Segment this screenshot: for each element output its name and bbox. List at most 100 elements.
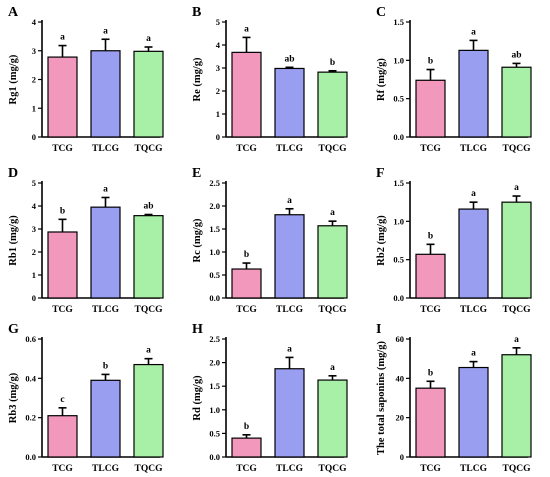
x-tick-label: TCG xyxy=(52,305,73,315)
y-tick-label: 40 xyxy=(396,373,405,383)
significance-label: a xyxy=(60,33,65,43)
y-tick-label: 1.0 xyxy=(393,216,404,226)
x-tick-label: TQCG xyxy=(503,144,532,154)
significance-label: a xyxy=(330,363,335,373)
x-tick-label: TLCG xyxy=(460,144,488,154)
bar-tqcg xyxy=(317,379,348,458)
x-tick-label: TCG xyxy=(52,464,73,474)
bar-tcg xyxy=(415,253,446,299)
significance-label: b xyxy=(244,250,249,260)
bar-tlcg xyxy=(274,67,305,138)
y-axis-label: Rb1 (mg/g) xyxy=(8,215,19,266)
y-tick-label: 1.5 xyxy=(209,224,220,234)
bar-tqcg xyxy=(133,50,164,138)
x-tick-label: TQCG xyxy=(135,144,164,154)
y-tick-label: 2 xyxy=(32,247,36,257)
significance-label: a xyxy=(287,344,292,354)
y-tick-label: 0.5 xyxy=(209,428,220,438)
significance-label: a xyxy=(287,196,292,206)
y-tick-label: 1.0 xyxy=(209,247,220,257)
y-tick-label: 0.2 xyxy=(25,413,36,423)
y-tick-label: 1.5 xyxy=(393,178,404,188)
significance-label: a xyxy=(471,189,476,199)
significance-label: ab xyxy=(511,50,521,60)
y-tick-label: 0 xyxy=(400,452,404,462)
y-tick-label: 5 xyxy=(216,17,220,27)
x-tick-label: TCG xyxy=(420,305,441,315)
y-axis-label: The total saponins (mg/g) xyxy=(376,340,387,455)
y-axis-label: Rb2 (mg/g) xyxy=(376,215,387,266)
bar-tlcg xyxy=(274,368,305,458)
y-tick-label: 0.5 xyxy=(209,270,220,280)
x-tick-label: TQCG xyxy=(135,305,164,315)
panel-letter: I xyxy=(376,322,381,337)
x-tick-label: TQCG xyxy=(503,464,532,474)
significance-label: ab xyxy=(284,54,294,64)
x-tick-label: TCG xyxy=(236,144,257,154)
bar-tlcg xyxy=(458,208,489,299)
x-tick-label: TQCG xyxy=(319,305,348,315)
panel-h: H Rd (mg/g) 0.0 0.5 1.0 1.5 2.0 2.5 b TCG a TLCG a TQ… xyxy=(192,322,348,474)
bar-tcg xyxy=(47,415,78,458)
bar-tqcg xyxy=(501,201,532,299)
significance-label: b xyxy=(428,368,433,378)
x-tick-label: TLCG xyxy=(460,305,488,315)
bar-tqcg xyxy=(133,363,164,458)
y-tick-label: 0.0 xyxy=(25,452,36,462)
bar-tlcg xyxy=(458,366,489,458)
y-tick-label: 5 xyxy=(32,178,36,188)
x-tick-label: TLCG xyxy=(92,144,120,154)
significance-label: c xyxy=(60,395,64,405)
y-axis-label: Re (mg/g) xyxy=(192,57,203,102)
bar-tqcg xyxy=(501,354,532,458)
y-tick-label: 2.0 xyxy=(209,201,220,211)
y-tick-label: 0.5 xyxy=(393,94,404,104)
significance-label: a xyxy=(330,208,335,218)
bar-tlcg xyxy=(458,49,489,138)
bar-tcg xyxy=(231,51,262,138)
panel-f: F Rb2 (mg/g) 0.0 0.5 1.0 1.5 b TCG a TLCG a TQCG xyxy=(376,166,532,315)
x-tick-label: TCG xyxy=(420,144,441,154)
y-tick-label: 20 xyxy=(396,413,405,423)
bar-tqcg xyxy=(317,225,348,299)
x-tick-label: TLCG xyxy=(276,144,304,154)
panel-i: I The total saponins (mg/g) 0 20 40 60 b TCG a TL… xyxy=(376,322,532,474)
y-tick-label: 0.5 xyxy=(393,255,404,265)
bar-tcg xyxy=(47,231,78,299)
significance-label: b xyxy=(244,422,249,432)
bar-tlcg xyxy=(90,50,121,138)
significance-label: b xyxy=(428,231,433,241)
y-tick-label: 2.5 xyxy=(209,178,220,188)
panel-b: B Re (mg/g) 0 1 2 3 4 5 a TCG ab TLCG b TQCG xyxy=(192,5,348,154)
y-tick-label: 0.0 xyxy=(393,293,404,303)
panel-letter: H xyxy=(192,322,203,337)
panel-a: A Rg1 (mg/g) 0 1 2 3 4 a TCG a TLCG a TQCG xyxy=(8,5,164,154)
x-tick-label: TQCG xyxy=(319,144,348,154)
y-tick-label: 0.0 xyxy=(393,132,404,142)
panel-letter: A xyxy=(8,5,19,20)
panel-letter: E xyxy=(192,166,201,181)
bar-tcg xyxy=(415,387,446,458)
x-tick-label: TLCG xyxy=(460,464,488,474)
y-tick-label: 0.6 xyxy=(25,334,36,344)
panel-letter: C xyxy=(376,5,386,20)
y-tick-label: 0.0 xyxy=(209,452,220,462)
significance-label: b xyxy=(60,206,65,216)
significance-label: a xyxy=(244,24,249,34)
x-tick-label: TCG xyxy=(236,464,257,474)
significance-label: b xyxy=(103,361,108,371)
panel-letter: F xyxy=(376,166,385,181)
bar-tlcg xyxy=(274,214,305,299)
bar-tqcg xyxy=(133,215,164,299)
y-tick-label: 3 xyxy=(32,46,36,56)
y-tick-label: 1 xyxy=(32,103,36,113)
significance-label: b xyxy=(428,57,433,67)
bar-tcg xyxy=(415,79,446,138)
x-tick-label: TQCG xyxy=(135,464,164,474)
y-axis-label: Rc (mg/g) xyxy=(192,218,203,263)
y-tick-label: 1.0 xyxy=(209,405,220,415)
y-tick-label: 3 xyxy=(216,63,220,73)
bar-tlcg xyxy=(90,379,121,458)
significance-label: a xyxy=(471,349,476,359)
panel-e: E Rc (mg/g) 0.0 0.5 1.0 1.5 2.0 2.5 b TCG a TLCG a TQ… xyxy=(192,166,348,315)
